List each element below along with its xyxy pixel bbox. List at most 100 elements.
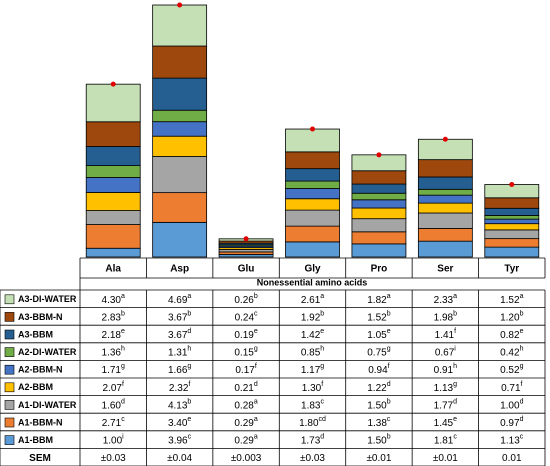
value-label: 1.36 xyxy=(102,347,122,358)
significance-letter: c xyxy=(387,416,391,423)
table-value: 2.07f xyxy=(103,381,124,394)
value-label: 2.83 xyxy=(102,312,122,323)
significance-letter: b xyxy=(387,433,391,440)
bar-segment xyxy=(417,202,473,214)
bar-segment xyxy=(152,77,208,111)
table-value: 0.85h xyxy=(301,345,324,358)
table-value: 1.36h xyxy=(102,345,125,358)
value-label: 1.73 xyxy=(301,435,321,446)
value-label: 1.52 xyxy=(367,312,387,323)
value-label: 2.07 xyxy=(103,382,123,393)
value-label: 1.05 xyxy=(367,330,387,341)
bar-segment xyxy=(351,207,407,220)
bar-segment xyxy=(417,194,473,204)
table-value: 1.00d xyxy=(500,398,523,411)
table-value: 0.94f xyxy=(368,363,389,376)
top-marker xyxy=(376,152,382,158)
value-label: 3.96 xyxy=(168,435,188,446)
bar-segment xyxy=(484,197,540,209)
significance-letter: b xyxy=(187,310,191,317)
table-value: 0.71f xyxy=(501,381,522,394)
significance-letter: g xyxy=(520,363,524,370)
legend-swatch xyxy=(4,400,15,410)
significance-letter: f xyxy=(122,381,124,388)
value-label: 0.82 xyxy=(500,330,520,341)
bar-segment xyxy=(484,215,540,220)
table-value: 4.13b xyxy=(168,398,191,411)
significance-letter: h xyxy=(187,345,191,352)
significance-letter: d xyxy=(453,398,457,405)
significance-letter: g xyxy=(453,381,457,388)
bar-segment xyxy=(417,138,473,161)
table-value: 1.82a xyxy=(367,293,390,306)
top-marker xyxy=(442,136,448,142)
sem-value: ±0.03 xyxy=(300,453,325,464)
legend-label: A3-DI-WATER xyxy=(18,294,77,304)
significance-letter: h xyxy=(520,345,524,352)
table-value: 3.67b xyxy=(168,310,191,323)
bar-segment xyxy=(285,128,340,153)
table-value: 3.40e xyxy=(168,416,191,429)
table-value: 1.13c xyxy=(500,433,523,446)
value-label: 0.52 xyxy=(500,365,520,376)
bar-segment xyxy=(285,180,340,189)
bar-segment xyxy=(152,45,208,79)
significance-letter: g xyxy=(320,363,324,370)
bar-segment xyxy=(417,159,473,178)
bar-segment xyxy=(417,212,473,229)
bar-segment xyxy=(85,224,141,249)
bar-segment xyxy=(417,188,473,196)
value-label: 3.67 xyxy=(168,312,188,323)
significance-letter: d xyxy=(320,433,324,440)
value-label: 1.80 xyxy=(299,418,319,429)
significance-letter: f xyxy=(255,363,257,370)
table-value: 2.61a xyxy=(301,293,324,306)
table-value: 0.26b xyxy=(234,293,257,306)
legend-label: A1-DI-WATER xyxy=(18,400,77,410)
value-label: 1.38 xyxy=(367,418,387,429)
significance-letter: d xyxy=(254,381,258,388)
significance-letter: d xyxy=(187,328,191,335)
table-value: 4.30a xyxy=(102,293,125,306)
table-value: 0.29a xyxy=(234,416,257,429)
value-label: 1.13 xyxy=(434,382,454,393)
value-label: 4.30 xyxy=(102,294,122,305)
bar-segment xyxy=(351,218,407,233)
value-label: 1.45 xyxy=(434,418,454,429)
table-value: 1.73d xyxy=(301,433,324,446)
table-value: 0.21d xyxy=(234,381,257,394)
significance-letter: b xyxy=(121,310,125,317)
legend-swatch xyxy=(4,382,15,393)
significance-letter: h xyxy=(453,363,457,370)
table-value: 1.22d xyxy=(367,381,390,394)
value-label: 4.69 xyxy=(168,294,188,305)
significance-letter: e xyxy=(254,328,258,335)
value-label: 0.24 xyxy=(235,312,255,323)
significance-letter: c xyxy=(453,433,457,440)
significance-letter: e xyxy=(520,328,524,335)
significance-letter: i xyxy=(454,345,456,352)
value-label: 2.32 xyxy=(169,382,189,393)
table-value: 3.96c xyxy=(168,433,191,446)
value-label: 1.50 xyxy=(367,400,387,411)
value-label: 0.29 xyxy=(234,418,254,429)
table-value: 1.50b xyxy=(367,398,390,411)
x-tick-label: Glu xyxy=(238,264,255,275)
table-value: 0.42h xyxy=(500,345,523,358)
sem-value: ±0.003 xyxy=(231,453,262,464)
bar-segment xyxy=(351,170,407,185)
value-label: 1.20 xyxy=(500,312,520,323)
bar-segment xyxy=(351,231,407,245)
table-value: 2.33a xyxy=(434,293,457,306)
legend-swatch xyxy=(4,312,15,322)
significance-letter: a xyxy=(187,293,191,300)
table-value: 1.42e xyxy=(301,328,324,341)
bar-segment xyxy=(285,225,340,243)
bar-segment xyxy=(417,228,473,242)
bar-segment xyxy=(285,188,340,200)
bar-segment xyxy=(417,176,473,190)
x-tick-label: Ala xyxy=(105,264,121,275)
legend-swatch xyxy=(4,364,15,375)
significance-letter: c xyxy=(254,310,258,317)
table-value: 1.20b xyxy=(500,310,523,323)
